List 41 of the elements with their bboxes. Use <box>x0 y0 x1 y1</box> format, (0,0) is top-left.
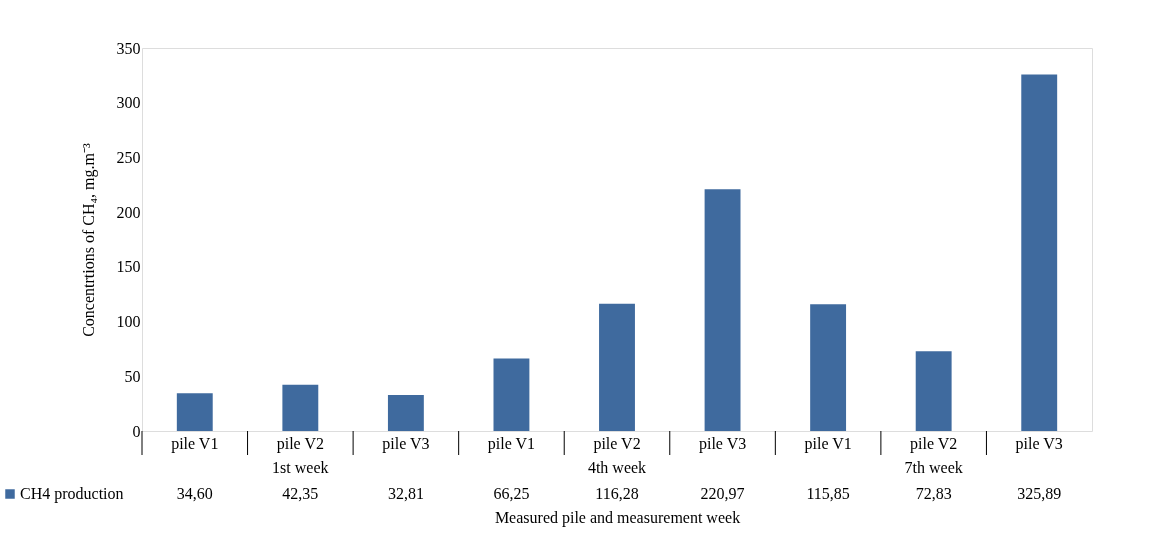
x-tick-label: pile V1 <box>804 434 852 453</box>
data-label: 32,81 <box>387 485 424 502</box>
x-tick-label: pile V2 <box>593 434 641 453</box>
y-tick-label: 50 <box>124 367 141 385</box>
text: 7th week <box>904 459 963 476</box>
data-label: 34,60 <box>176 485 213 502</box>
bar <box>176 393 213 431</box>
bar <box>599 303 635 431</box>
data-label: 115,85 <box>806 485 850 502</box>
bar <box>1021 74 1058 431</box>
data-label: 116,28 <box>595 485 639 502</box>
x-tick-label: pile V2 <box>910 434 958 453</box>
bar <box>915 351 952 431</box>
y-tick-label: 100 <box>116 313 141 331</box>
x-tick-label: pile V3 <box>698 434 747 453</box>
x-tick-label: pile V3 <box>382 434 430 453</box>
data-label: 42,35 <box>282 485 319 502</box>
bar <box>810 304 847 431</box>
x-tick-label: pile V1 <box>487 434 536 453</box>
bar <box>704 189 741 431</box>
y-tick-label: 250 <box>116 148 141 166</box>
text: 1st week <box>272 459 329 476</box>
x-tick-label: pile V1 <box>171 434 219 453</box>
x-axis-title: Measured pile and measurement week <box>494 508 741 527</box>
data-label: 72,83 <box>915 485 952 502</box>
y-axis-title: Concentrtions of CH₄, mg.m⁻³ <box>79 143 98 337</box>
bar <box>282 384 319 431</box>
x-tick-label: pile V3 <box>1015 434 1063 453</box>
y-tick-label: 150 <box>116 258 141 276</box>
y-tick-label: 300 <box>116 94 141 112</box>
data-label: 66,25 <box>493 485 530 502</box>
y-tick-label: 200 <box>116 203 141 221</box>
x-tick-label: pile V2 <box>276 434 324 453</box>
y-tick-label: 350 <box>116 39 141 57</box>
y-tick-label: 0 <box>132 422 141 440</box>
bar <box>493 358 530 431</box>
data-label: 220,97 <box>700 485 745 502</box>
legend-label: CH4 production <box>20 485 124 503</box>
bar <box>387 395 424 431</box>
text: 4th week <box>587 459 647 476</box>
data-label: 325,89 <box>1017 485 1062 502</box>
